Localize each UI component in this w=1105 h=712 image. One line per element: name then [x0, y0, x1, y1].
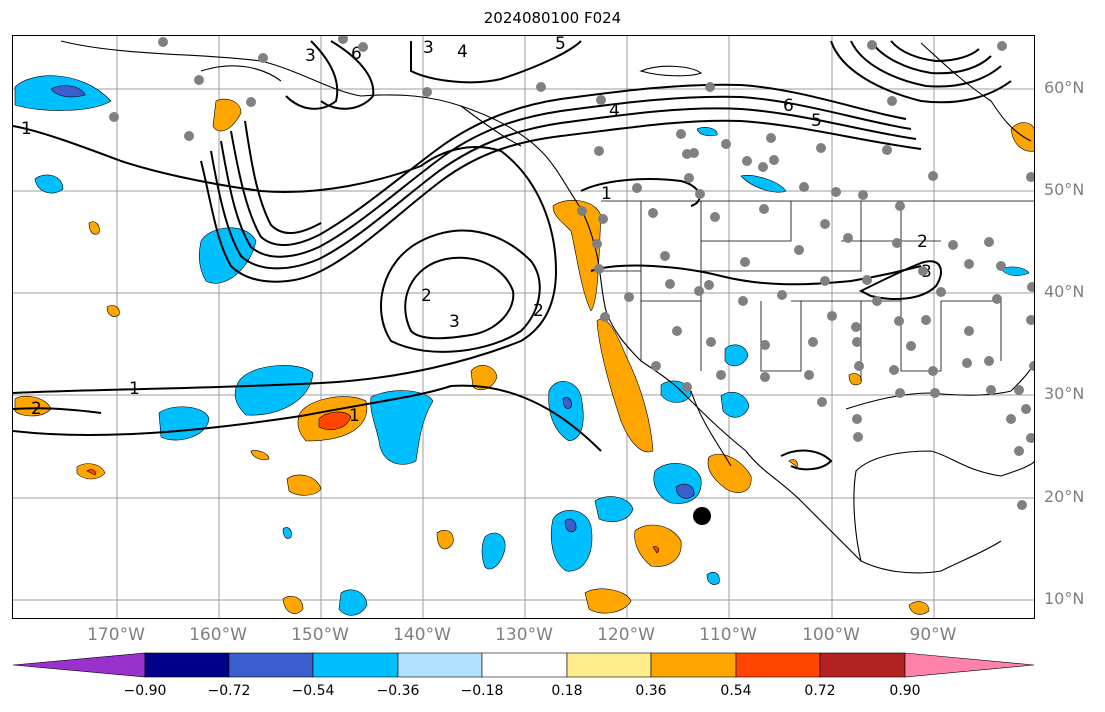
lon-label: 160°W — [189, 625, 247, 645]
colorbar-tick: −0.18 — [460, 683, 504, 699]
colorbar-segments — [12, 652, 1035, 678]
contour-label: 6 — [783, 96, 794, 116]
graticule — [13, 36, 1034, 618]
colorbar-segment — [735, 652, 821, 678]
contour-label-group: 1 1 1 1 2 2 2 2 3 3 3 3 4 4 5 5 6 6 — [21, 36, 932, 426]
colorbar-segment — [144, 652, 230, 678]
lon-label: 130°W — [495, 625, 553, 645]
lon-label: 120°W — [597, 625, 655, 645]
contour-label: 1 — [601, 184, 612, 204]
lon-label: 100°W — [802, 625, 860, 645]
contour-label: 6 — [351, 44, 362, 64]
colorbar-tick: 0.72 — [804, 683, 836, 699]
colorbar-tick: −0.90 — [123, 683, 167, 699]
contour-label: 3 — [423, 38, 434, 58]
contour-label: 3 — [305, 46, 316, 66]
colorbar-segment — [228, 652, 314, 678]
contour-label: 5 — [811, 111, 822, 131]
colorbar-segment — [650, 652, 737, 678]
contour-label: 4 — [609, 101, 620, 121]
colorbar-segment — [566, 652, 652, 678]
lon-label: 90°W — [909, 625, 957, 645]
contour-label: 1 — [129, 379, 140, 399]
lon-label: 140°W — [393, 625, 451, 645]
marker-black-dot — [693, 507, 711, 525]
colorbar-tick: 0.54 — [720, 683, 752, 699]
colorbar-segment — [481, 652, 568, 678]
colorbar-segment — [12, 652, 146, 678]
lat-label: 10°N — [1044, 589, 1085, 608]
lon-label: 110°W — [699, 625, 757, 645]
station-dots — [109, 36, 1034, 510]
lat-label: 30°N — [1044, 384, 1085, 403]
contour-lines — [13, 40, 1012, 471]
shaded-field — [14, 75, 1034, 616]
contour-label: 2 — [421, 286, 432, 306]
colorbar-segment — [397, 652, 483, 678]
contour-label: 2 — [31, 399, 42, 419]
colorbar-tick: −0.54 — [291, 683, 335, 699]
coastlines — [60, 40, 1034, 574]
contour-label: 2 — [917, 232, 928, 252]
contour-label: 1 — [349, 406, 360, 426]
lat-label: 60°N — [1044, 78, 1085, 97]
lon-label: 170°W — [87, 625, 145, 645]
colorbar-tick: −0.72 — [207, 683, 251, 699]
map-title: 2024080100 F024 — [483, 9, 622, 27]
lat-label: 40°N — [1044, 282, 1085, 301]
lon-label: 150°W — [291, 625, 349, 645]
map-panel: 1 1 1 1 2 2 2 2 3 3 3 3 4 4 5 5 6 6 — [12, 35, 1035, 619]
state-borders — [601, 200, 1034, 381]
contour-label: 1 — [21, 119, 32, 139]
map-svg: 1 1 1 1 2 2 2 2 3 3 3 3 4 4 5 5 6 6 — [13, 36, 1034, 618]
colorbar-segment — [312, 652, 399, 678]
contour-label: 4 — [457, 42, 468, 62]
colorbar-tick: −0.36 — [376, 683, 420, 699]
contour-label: 5 — [555, 36, 566, 54]
colorbar — [12, 652, 1035, 678]
colorbar-tick: 0.36 — [635, 683, 667, 699]
lat-label: 20°N — [1044, 487, 1085, 506]
colorbar-tick: 0.90 — [889, 683, 921, 699]
colorbar-segment — [904, 652, 1035, 678]
colorbar-tick: 0.18 — [551, 683, 583, 699]
contour-label: 2 — [533, 301, 544, 321]
lat-label: 50°N — [1044, 180, 1085, 199]
contour-label: 3 — [449, 312, 460, 332]
colorbar-segment — [819, 652, 906, 678]
